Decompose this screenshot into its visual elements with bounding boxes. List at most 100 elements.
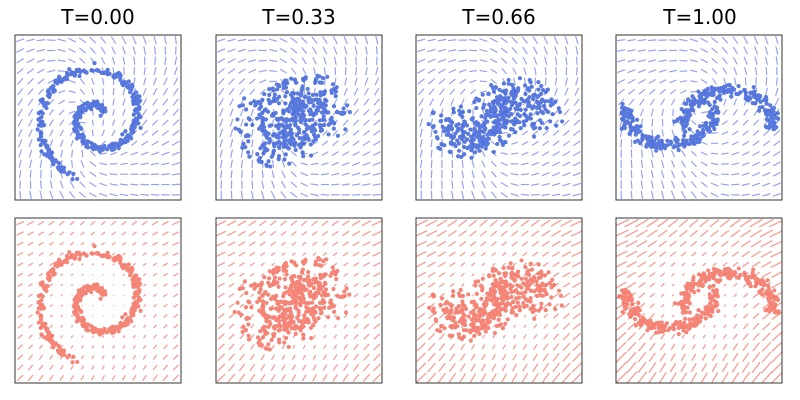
field-arrow [521,230,529,237]
field-arrow [625,250,638,258]
field-arrow [764,46,769,55]
sample-point [287,161,292,166]
field-arrow [227,68,236,74]
field-arrow [660,303,665,308]
field-arrow [648,79,656,84]
field-arrow [150,193,160,196]
sample-point [49,333,55,338]
field-arrow [230,159,233,169]
field-arrow [323,334,327,339]
field-arrow [650,190,654,200]
field-arrow [352,373,360,382]
field-arrow [69,231,75,236]
sample-point [527,77,532,83]
field-arrow [562,172,571,177]
sample-point [501,81,506,86]
field-arrow [649,282,656,288]
field-arrow [173,354,179,361]
field-arrow [482,273,485,276]
field-arrow [49,293,53,297]
field-arrow [419,139,423,148]
sample-point [284,272,289,277]
field-arrow [669,79,677,84]
sample-point [305,86,310,92]
field-arrow [109,173,118,176]
sample-point [734,91,739,97]
sample-point [451,110,456,115]
sample-point [316,133,321,139]
field-arrow [564,87,569,96]
field-arrow [562,272,571,278]
field-arrow [668,59,678,62]
sample-point [445,315,450,320]
field-arrow [571,362,582,373]
sample-point [671,145,676,150]
field-arrow [112,345,115,349]
field-arrow [162,374,169,381]
field-arrow [37,220,45,226]
field-arrow [59,180,64,189]
field-arrow [141,220,148,226]
field-arrow [89,161,96,167]
field-arrow [700,141,708,145]
sample-point [282,157,287,162]
field-arrow [710,172,719,176]
field-arrow [79,88,85,95]
field-dot [303,305,305,307]
field-dot [102,325,104,327]
sample-point [466,131,471,137]
field-arrow [420,180,423,189]
sample-point [57,76,63,81]
field-arrow [437,372,447,383]
field-arrow [533,272,538,277]
field-arrow [754,46,759,55]
field-arrow [153,35,157,45]
field-dot [293,305,295,307]
field-arrow [671,190,676,199]
field-arrow [362,251,371,257]
sample-point [268,296,274,302]
field-arrow [38,354,44,360]
sample-point [278,130,283,135]
field-arrow [153,66,157,76]
sample-point [768,103,773,108]
field-arrow [491,241,497,247]
sample-point [92,61,97,66]
sample-point [38,134,44,139]
field-arrow [152,109,158,116]
sample-point [427,305,432,310]
sample-point [39,123,45,128]
sample-point [536,93,541,98]
sample-point [275,301,280,306]
field-arrow [28,272,33,277]
sample-point [241,141,246,146]
field-arrow [39,180,42,189]
sample-point [313,310,318,315]
sample-point [548,103,553,108]
sample-point [528,296,533,301]
field-arrow [671,180,676,189]
field-arrow [522,363,528,372]
sample-point [326,122,331,127]
field-arrow [624,218,639,228]
sample-point [707,129,713,134]
field-arrow [420,169,423,179]
sample-point [634,117,640,122]
sample-point [543,283,549,288]
sample-point [269,337,274,343]
sample-point [316,255,321,261]
field-arrow [332,241,339,247]
field-arrow [416,372,427,383]
field-arrow [163,354,168,360]
sample-point [318,272,323,277]
sample-point [267,86,272,92]
field-arrow [732,262,739,267]
field-arrow [171,151,180,156]
field-arrow [229,118,234,127]
sample-point [282,139,287,144]
field-arrow [172,262,179,267]
field-arrow [152,374,158,381]
field-arrow [522,251,528,257]
sample-point [294,104,299,109]
sample-point [519,276,524,281]
